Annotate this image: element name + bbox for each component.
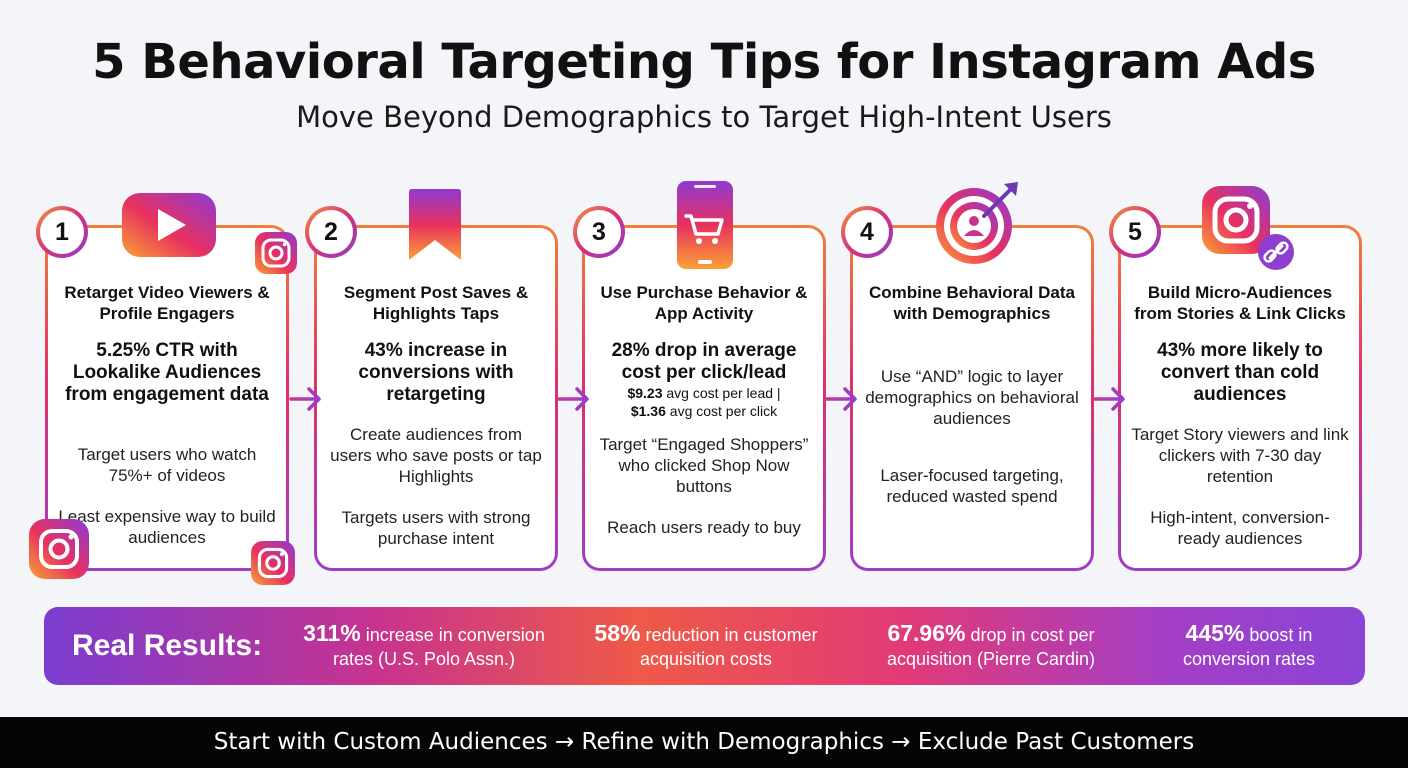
tip-text: Target Story viewers and link clickers w…: [1131, 425, 1349, 486]
result-text: drop in cost per: [970, 625, 1095, 645]
arrow-icon: [289, 384, 323, 419]
phone-cart-icon: [676, 180, 734, 275]
step-badge-4: 4: [841, 206, 893, 258]
results-banner: Real Results: 311% increase in conversio…: [44, 607, 1365, 685]
tip-card-2: Segment Post Saves & Highlights Taps 43%…: [314, 225, 558, 571]
cost-per-click-value: $1.36: [630, 403, 666, 419]
tip-heading: Use Purchase Behavior & App Activity: [600, 283, 808, 323]
youtube-play-icon: [120, 191, 218, 264]
page-title: 5 Behavioral Targeting Tips for Instagra…: [92, 34, 1316, 90]
instagram-icon: [250, 540, 296, 591]
tip-text: Target users who watch 75%+ of videos: [77, 445, 257, 485]
cost-per-lead-label: avg cost per lead |: [666, 385, 781, 401]
bookmark-icon: [407, 188, 463, 267]
tip-substat: $9.23 avg cost per lead | $1.36 avg cost…: [585, 384, 823, 420]
result-text: boost in: [1249, 625, 1313, 645]
result-value: 445%: [1185, 620, 1245, 646]
instagram-icon: [28, 518, 90, 585]
tip-card-3: Use Purchase Behavior & App Activity 28%…: [582, 225, 826, 571]
step-badge-2: 2: [305, 206, 357, 258]
tip-stat: 28% drop in average cost per click/lead: [611, 340, 797, 383]
cost-per-lead-value: $9.23: [627, 385, 663, 401]
result-item-2: 58% reduction in customer acquisition co…: [571, 621, 841, 671]
arrow-icon: [557, 384, 591, 419]
tip-text: Reach users ready to buy: [607, 518, 801, 537]
arrow-icon: [825, 384, 859, 419]
tip-text: Least expensive way to build audiences: [58, 507, 276, 547]
step-badge-3: 3: [573, 206, 625, 258]
tip-card-4: Combine Behavioral Data with Demographic…: [850, 225, 1094, 571]
cost-per-click-label: avg cost per click: [669, 403, 778, 419]
result-value: 58%: [594, 620, 641, 646]
results-label: Real Results:: [72, 629, 263, 662]
tip-text: Create audiences from users who save pos…: [330, 425, 542, 486]
result-value: 67.96%: [887, 620, 966, 646]
tip-stat: 43% more likely to convert than cold aud…: [1157, 340, 1323, 405]
target-user-icon: [932, 178, 1022, 273]
tip-text: Targets users with strong purchase inten…: [341, 508, 531, 548]
tip-stat: 5.25% CTR with Lookalike Audiences from …: [65, 340, 269, 405]
tip-text: High-intent, conversion-ready audiences: [1150, 508, 1330, 548]
step-badge-5: 5: [1109, 206, 1161, 258]
result-text: increase in conversion: [365, 625, 545, 645]
result-text: rates (U.S. Polo Assn.): [332, 649, 516, 669]
result-text: acquisition (Pierre Cardin): [886, 649, 1096, 669]
result-item-3: 67.96% drop in cost per acquisition (Pie…: [856, 621, 1126, 671]
tip-heading: Build Micro-Audiences from Stories & Lin…: [1134, 283, 1346, 323]
arrow-icon: [1093, 384, 1127, 419]
result-text: acquisition costs: [639, 649, 773, 669]
tip-text: Target “Engaged Shoppers” who clicked Sh…: [599, 435, 809, 496]
tip-card-1: Retarget Video Viewers & Profile Engager…: [45, 225, 289, 571]
result-text: conversion rates: [1182, 649, 1316, 669]
result-item-1: 311% increase in conversion rates (U.S. …: [284, 621, 564, 671]
instagram-link-icon: [1200, 186, 1300, 277]
tip-text: Laser-focused targeting, reduced wasted …: [880, 466, 1064, 506]
instagram-icon: [254, 231, 298, 280]
result-value: 311%: [303, 620, 361, 646]
footer-bar: Start with Custom Audiences → Refine wit…: [0, 717, 1408, 768]
tip-text: Use “AND” logic to layer demographics on…: [865, 367, 1079, 428]
tip-heading: Retarget Video Viewers & Profile Engager…: [64, 283, 270, 323]
tip-heading: Combine Behavioral Data with Demographic…: [869, 283, 1075, 323]
tip-stat: 43% increase in conversions with retarge…: [358, 340, 514, 405]
result-text: reduction in customer: [645, 625, 818, 645]
page-subtitle: Move Beyond Demographics to Target High-…: [296, 100, 1112, 134]
tip-card-5: Build Micro-Audiences from Stories & Lin…: [1118, 225, 1362, 571]
step-badge-1: 1: [36, 206, 88, 258]
tip-heading: Segment Post Saves & Highlights Taps: [343, 283, 529, 323]
result-item-4: 445% boost in conversion rates: [1144, 621, 1354, 671]
